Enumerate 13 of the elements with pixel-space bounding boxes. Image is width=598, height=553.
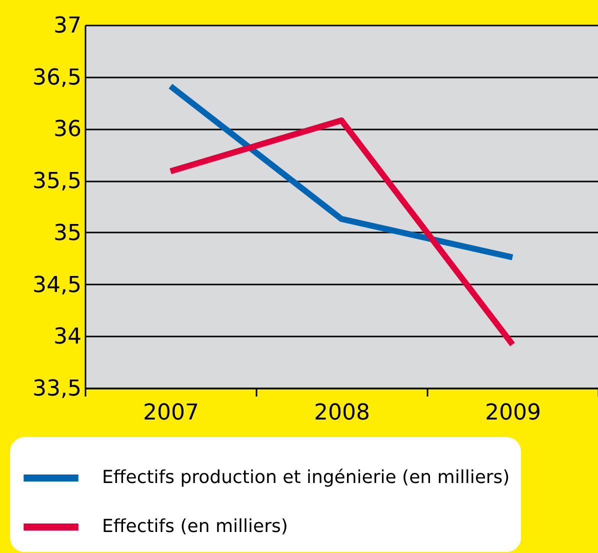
y-tick-label: 35,5 xyxy=(32,169,82,194)
legend-label: Effectifs production et ingénierie (en milliers) xyxy=(102,467,510,488)
y-tick-label: 33,5 xyxy=(32,376,82,402)
y-tick-label: 34,5 xyxy=(32,272,82,298)
y-tick-label: 34 xyxy=(54,324,82,350)
y-tick-label: 36,5 xyxy=(32,65,82,90)
x-tick-label: 2008 xyxy=(314,400,370,426)
y-tick-label: 37 xyxy=(54,14,82,38)
x-tick-label: 2007 xyxy=(143,400,199,426)
y-tick-label: 35 xyxy=(54,220,82,246)
x-tick-label: 2009 xyxy=(485,400,541,426)
legend-label: Effectifs (en milliers) xyxy=(102,516,288,537)
y-tick-label: 36 xyxy=(54,117,82,142)
